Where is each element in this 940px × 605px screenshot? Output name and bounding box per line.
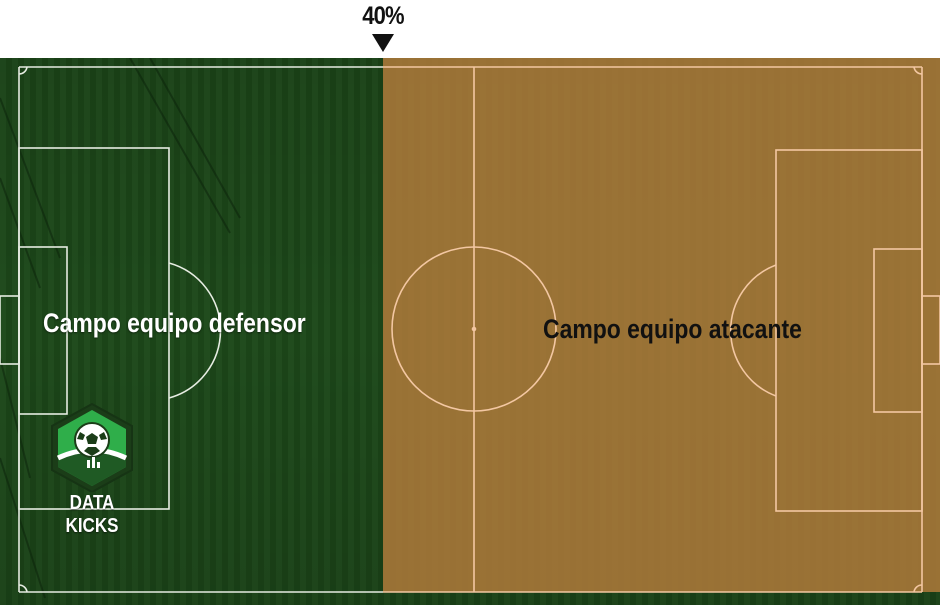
share-marker-arrow-icon [372, 34, 394, 52]
data-kicks-logo: DATA KICKS [40, 402, 150, 532]
defending-zone-label: Campo equipo defensor [43, 308, 306, 339]
soccer-ball-hexagon-icon [40, 402, 144, 492]
logo-wordmark: DATA KICKS [48, 492, 136, 538]
attacking-zone-label: Campo equipo atacante [543, 314, 802, 345]
share-marker-label: 40% [339, 2, 427, 31]
